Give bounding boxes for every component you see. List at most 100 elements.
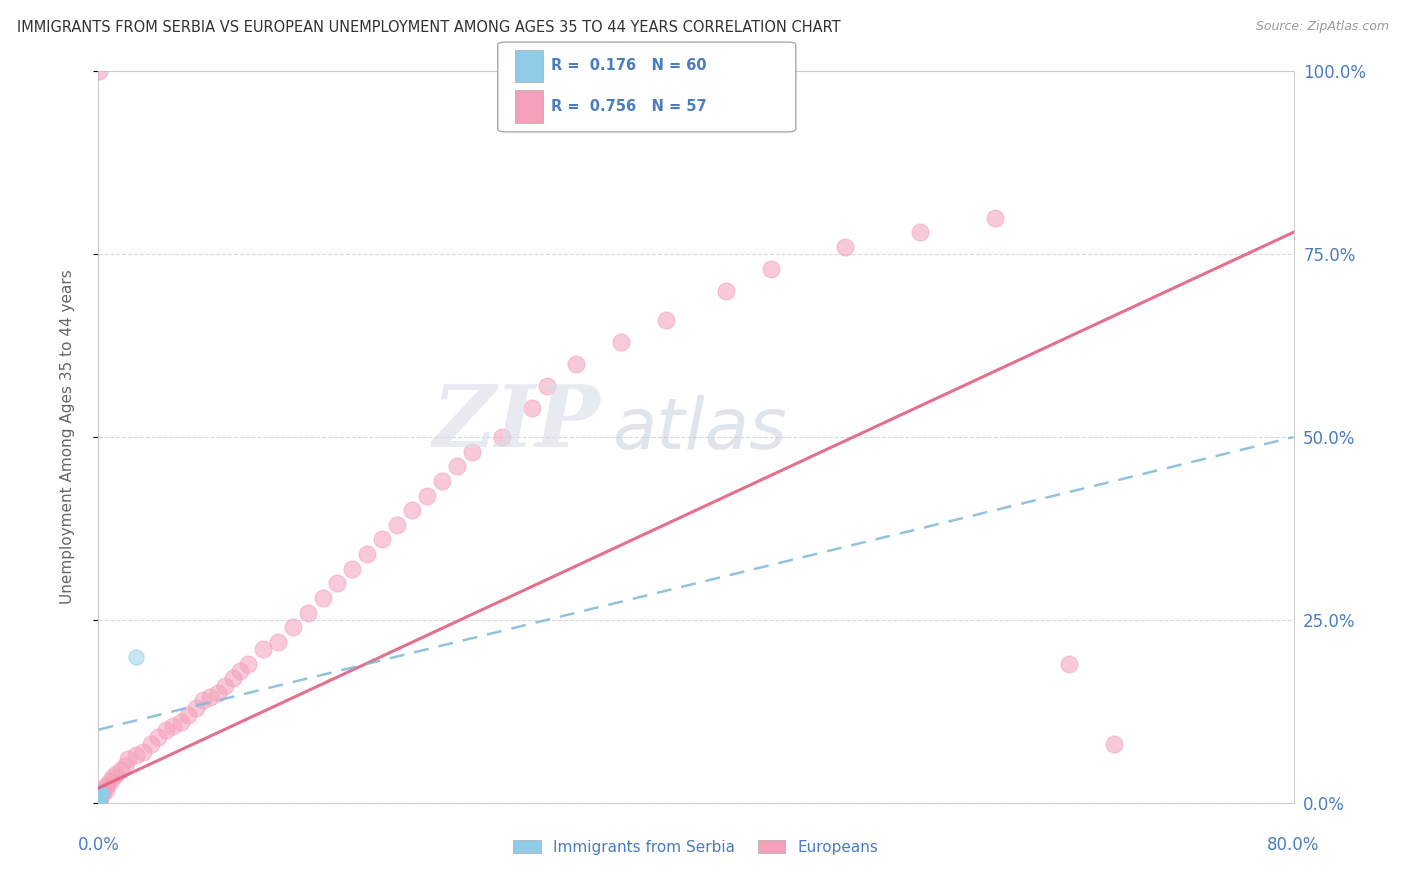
Point (89, 789, 111, 804)
Point (89, 786, 111, 800)
Text: R =  0.756   N = 57: R = 0.756 N = 57 (551, 99, 707, 114)
Point (89, 792, 111, 806)
Point (89, 789, 111, 804)
Point (89, 792, 111, 806)
Point (446, 459, 468, 474)
Point (169, 715, 191, 730)
Point (89, 789, 111, 804)
Point (91, 785, 114, 799)
Point (89, 787, 111, 801)
Point (87, 793, 110, 807)
Point (89, 788, 111, 802)
Point (371, 533, 394, 547)
Point (222, 672, 245, 686)
Point (908, 225, 931, 239)
Point (89, 786, 111, 800)
Point (89, 789, 111, 804)
Point (236, 657, 259, 671)
Point (148, 730, 170, 744)
Point (89, 791, 111, 805)
Point (401, 503, 423, 517)
Text: atlas: atlas (613, 395, 787, 464)
Point (461, 444, 484, 458)
FancyBboxPatch shape (515, 90, 543, 122)
Point (214, 679, 236, 693)
Point (89, 789, 111, 804)
Point (98, 773, 122, 788)
Point (87, 790, 110, 805)
Point (1059, 657, 1081, 671)
Point (89, 793, 111, 807)
Text: R =  0.176   N = 60: R = 0.176 N = 60 (551, 58, 707, 73)
Point (87, 793, 110, 807)
Point (655, 313, 678, 327)
Point (89, 789, 111, 803)
Text: Source: ZipAtlas.com: Source: ZipAtlas.com (1256, 20, 1389, 33)
Point (89, 793, 111, 807)
Legend: Immigrants from Serbia, Europeans: Immigrants from Serbia, Europeans (508, 834, 884, 861)
Point (155, 723, 177, 737)
Point (834, 240, 856, 254)
Point (89, 792, 111, 806)
Point (89, 792, 111, 806)
Point (89, 64, 111, 78)
Point (229, 664, 252, 678)
Point (89, 791, 111, 805)
Point (89, 791, 111, 805)
Point (89, 792, 111, 806)
Point (89, 790, 111, 805)
Point (139, 737, 162, 751)
Point (416, 489, 439, 503)
Point (89, 790, 111, 805)
FancyBboxPatch shape (515, 50, 543, 82)
Point (117, 752, 139, 766)
Text: 80.0%: 80.0% (1267, 836, 1320, 854)
Point (565, 357, 588, 371)
Point (356, 547, 378, 561)
Point (491, 430, 513, 444)
Point (89, 788, 111, 802)
Point (132, 745, 155, 759)
Point (105, 766, 128, 780)
Point (89, 791, 111, 805)
Point (191, 693, 214, 707)
Point (87, 792, 110, 806)
Point (114, 759, 136, 773)
Point (342, 562, 364, 576)
Point (177, 708, 200, 723)
Point (89, 788, 111, 802)
Point (89, 789, 111, 803)
Point (984, 211, 1007, 225)
Point (89, 789, 111, 804)
Point (89, 792, 111, 806)
Point (89, 792, 111, 806)
Point (89, 790, 111, 805)
Point (103, 770, 125, 784)
Point (87, 793, 110, 807)
Text: IMMIGRANTS FROM SERBIA VS EUROPEAN UNEMPLOYMENT AMONG AGES 35 TO 44 YEARS CORREL: IMMIGRANTS FROM SERBIA VS EUROPEAN UNEMP… (17, 20, 841, 35)
Point (89, 787, 111, 801)
Point (89, 791, 111, 805)
Point (87, 794, 110, 808)
Point (89, 790, 111, 805)
Point (89, 789, 111, 804)
Point (89, 789, 111, 804)
Point (110, 763, 132, 777)
Point (610, 334, 633, 349)
Point (89, 786, 111, 800)
Point (87, 794, 110, 808)
Point (281, 620, 304, 634)
Point (184, 700, 207, 714)
Point (93, 781, 115, 796)
Point (89, 792, 111, 806)
Point (89, 789, 111, 804)
Point (207, 686, 229, 700)
Point (89, 789, 111, 803)
Point (297, 606, 319, 620)
Point (89, 791, 111, 805)
Point (311, 591, 333, 605)
Point (89, 788, 111, 802)
Point (89, 789, 111, 804)
Point (89, 789, 111, 803)
Text: ZIP: ZIP (433, 381, 600, 464)
